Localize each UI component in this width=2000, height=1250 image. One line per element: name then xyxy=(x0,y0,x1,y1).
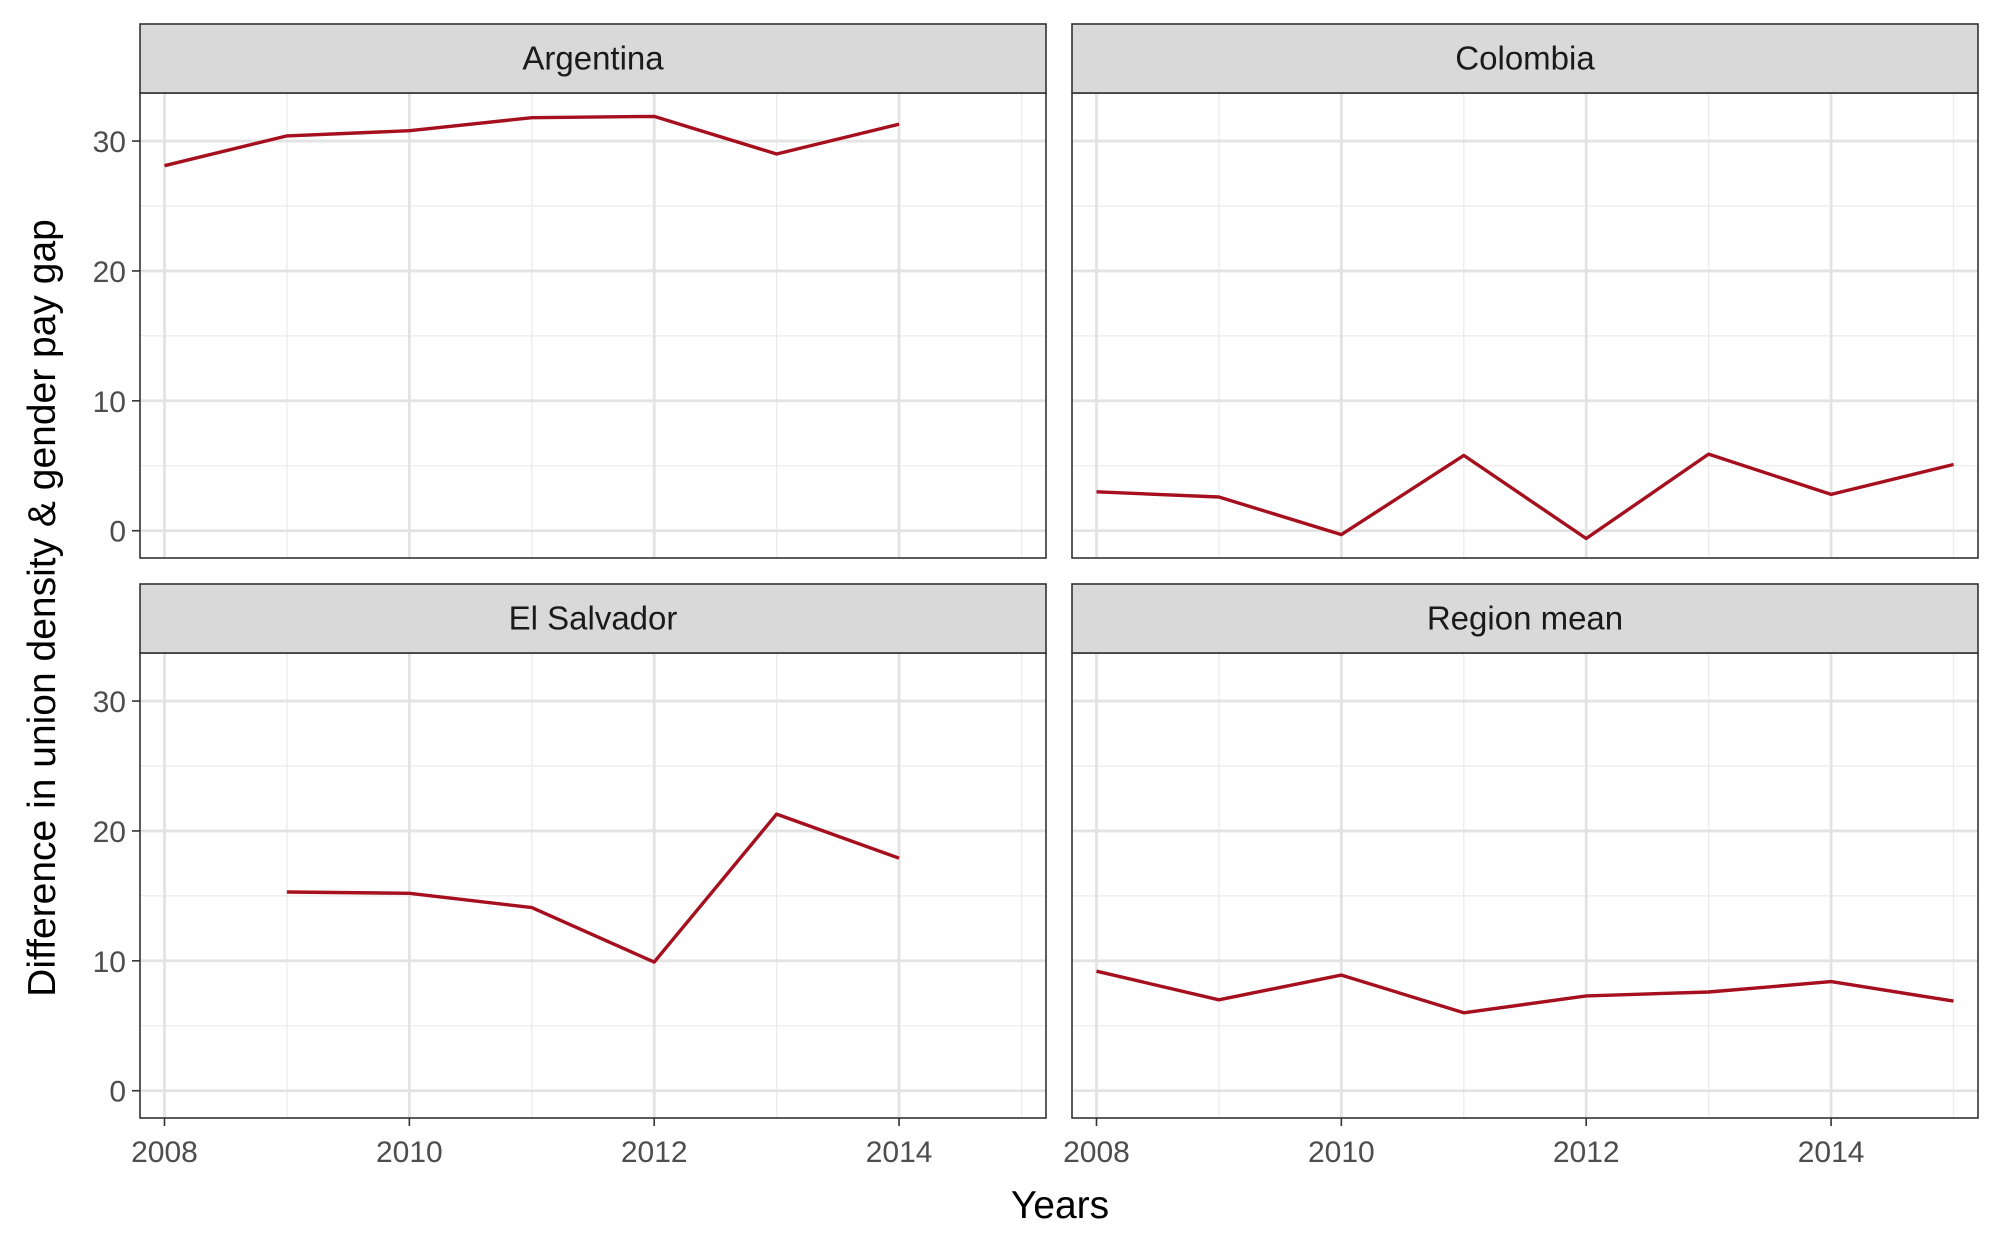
x-tick-label: 2008 xyxy=(131,1136,198,1169)
data-point-colombia xyxy=(1217,495,1221,499)
data-point-el-salvador xyxy=(285,890,289,894)
y-tick-label: 30 xyxy=(93,126,126,159)
data-point-el-salvador xyxy=(530,906,534,910)
data-point-region-mean xyxy=(1462,1011,1466,1015)
panel-el-salvador: El Salvador xyxy=(139,583,1047,1119)
series-line-region-mean xyxy=(1096,969,1954,1015)
x-tick-label: 2010 xyxy=(376,1136,443,1169)
x-tick-label: 2012 xyxy=(621,1136,688,1169)
x-tick-label: 2012 xyxy=(1553,1136,1620,1169)
data-point-region-mean xyxy=(1952,999,1956,1003)
panel-background xyxy=(1072,653,1978,1118)
series-line-argentina xyxy=(164,114,900,168)
data-point-region-mean xyxy=(1339,973,1343,977)
series-line-el-salvador xyxy=(286,812,900,964)
strip-label: El Salvador xyxy=(509,600,678,637)
data-point-el-salvador xyxy=(897,856,901,860)
strip-background xyxy=(139,23,1047,94)
panels-layer: Argentina Colombia El Salvador Region mean xyxy=(139,23,1979,1119)
data-point-colombia xyxy=(1339,533,1343,537)
data-point-el-salvador xyxy=(775,812,779,816)
panel-argentina: Argentina xyxy=(139,23,1047,559)
y-tick-label: 0 xyxy=(109,1076,126,1109)
panel-colombia: Colombia xyxy=(1071,23,1979,559)
data-point-colombia xyxy=(1462,453,1466,457)
strip-label: Colombia xyxy=(1455,40,1595,77)
x-tick-label: 2010 xyxy=(1308,1136,1375,1169)
data-point-region-mean xyxy=(1829,980,1833,984)
data-point-argentina xyxy=(652,114,656,118)
x-axis-title: Years xyxy=(1011,1184,1109,1227)
data-point-colombia xyxy=(1707,452,1711,456)
strip-label: Region mean xyxy=(1427,600,1623,637)
data-point-el-salvador xyxy=(652,960,656,964)
y-tick-label: 10 xyxy=(93,386,126,419)
strip-background xyxy=(139,583,1047,654)
data-point-argentina xyxy=(285,134,289,138)
y-tick-label: 20 xyxy=(93,816,126,849)
y-tick-label: 30 xyxy=(93,686,126,719)
strip-background xyxy=(1071,23,1979,94)
x-tick-label: 2014 xyxy=(1798,1136,1865,1169)
data-point-colombia xyxy=(1584,537,1588,541)
strip-background xyxy=(1071,583,1979,654)
data-point-region-mean xyxy=(1584,994,1588,998)
series-line-colombia xyxy=(1096,452,1954,541)
data-point-region-mean xyxy=(1707,990,1711,994)
panel-background xyxy=(140,93,1046,558)
data-point-colombia xyxy=(1952,462,1956,466)
data-point-colombia xyxy=(1094,490,1098,494)
data-point-argentina xyxy=(530,116,534,120)
data-point-argentina xyxy=(162,164,166,168)
data-point-argentina xyxy=(897,122,901,126)
y-axis-title: Difference in union density & gender pay… xyxy=(21,219,64,997)
y-tick-label: 20 xyxy=(93,256,126,289)
data-point-argentina xyxy=(407,129,411,133)
axes-layer: 0 10 20 30 0 10 20 30 2008 2010 2012 2014 2008 2010 20… xyxy=(93,126,1865,1169)
y-tick-label: 0 xyxy=(109,516,126,549)
strip-label: Argentina xyxy=(522,40,664,77)
x-tick-label: 2014 xyxy=(866,1136,933,1169)
data-point-region-mean xyxy=(1094,969,1098,973)
data-point-colombia xyxy=(1829,492,1833,496)
data-point-argentina xyxy=(775,152,779,156)
data-point-el-salvador xyxy=(407,891,411,895)
panel-background xyxy=(1072,93,1978,558)
y-tick-label: 10 xyxy=(93,946,126,979)
data-point-region-mean xyxy=(1217,998,1221,1002)
panel-background xyxy=(140,653,1046,1118)
x-tick-label: 2008 xyxy=(1063,1136,1130,1169)
panel-region-mean: Region mean xyxy=(1071,583,1979,1119)
